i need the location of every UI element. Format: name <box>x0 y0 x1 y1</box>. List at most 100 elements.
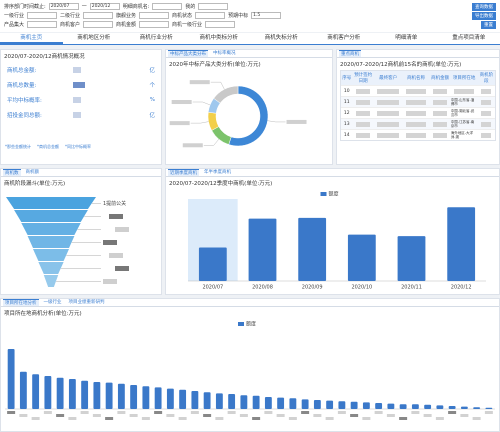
overview-unit: 亿 <box>149 67 155 74</box>
bar <box>44 376 52 409</box>
tab[interactable]: 商机中类标分析 <box>199 35 238 41</box>
blurred-label <box>239 414 248 417</box>
filter-input[interactable] <box>83 21 114 28</box>
tab[interactable]: 重点项目清单 <box>452 35 486 41</box>
filter-input[interactable] <box>195 12 226 19</box>
blurred-label <box>115 227 129 232</box>
filter-bar: 排序部门时间截止: 2020/07 一 2020/12 明细商机名: 我的 查询数据 一级行业… <box>0 0 500 32</box>
bar <box>362 402 370 409</box>
blurred-label <box>215 417 224 420</box>
bar <box>7 349 15 409</box>
blurred-text <box>406 99 427 105</box>
table-header-cell: 项目所在地 <box>452 76 476 81</box>
tab[interactable]: 商机地区分析 <box>77 35 111 41</box>
button[interactable]: 查询数据 <box>472 2 496 11</box>
blurred-label <box>288 417 297 420</box>
panel-tabs: 商机数 商机额 <box>1 169 161 177</box>
chart <box>169 80 307 148</box>
bar <box>350 401 358 409</box>
table-cell: 12 <box>343 110 350 116</box>
leader-line <box>203 138 220 146</box>
filter-input[interactable]: 2020/07 <box>48 3 79 10</box>
blurred-label <box>362 417 371 420</box>
bar <box>313 400 321 409</box>
filter-input[interactable]: 1.5 <box>251 12 282 19</box>
overview-unit: 亿 <box>149 112 155 119</box>
panel-tab[interactable]: 重点商机 <box>339 50 361 57</box>
chart-title: 商机阶段漏斗(单位:万元) <box>4 181 66 187</box>
tab[interactable]: 明细清单 <box>395 35 418 41</box>
bar <box>399 404 407 409</box>
overview-panel: 2020/07-2020/12商机情况概况 商机总金额: 亿商机总数量: 个平均中标… <box>0 49 162 165</box>
button[interactable]: 重置 <box>481 20 496 29</box>
overview-label: 招投金同总额: <box>7 112 42 119</box>
blurred-text <box>481 110 492 116</box>
bar <box>387 403 395 409</box>
filter-label: 旗舰业务 <box>116 13 137 19</box>
main-tabs: 商机主页 商机地区分析 商机行业分析 商机中类标分析 商机失标分析 商机客户分析 明细清单 重… <box>0 33 500 45</box>
table-cell: 中国-江苏省-南京市 <box>450 120 475 128</box>
panel-tab[interactable]: 项目所在地分析 <box>3 299 39 306</box>
table-cell <box>403 99 430 105</box>
filter-input[interactable] <box>205 21 236 28</box>
bar <box>485 407 493 409</box>
bar <box>301 399 309 409</box>
tab[interactable]: 商机客户分析 <box>327 35 361 41</box>
tab[interactable]: 商机失标分析 <box>264 35 298 41</box>
legend-label: 额度 <box>246 321 256 328</box>
funnel-layer <box>27 236 75 248</box>
tab[interactable]: 商机行业分析 <box>139 35 173 41</box>
filter-label: 预期中标 <box>228 13 249 19</box>
blurred-label <box>171 100 192 105</box>
table-cell <box>403 121 430 127</box>
panel-tab[interactable]: 商机数 <box>3 169 21 176</box>
filter-input[interactable]: 2020/12 <box>89 3 120 10</box>
bar <box>424 404 432 409</box>
table-row: 11 中国-山东省-淄博市 <box>341 96 495 107</box>
pie-slice <box>211 126 232 145</box>
filter-label: 产品集大 <box>4 22 25 28</box>
filter-input[interactable] <box>152 3 183 10</box>
panel-tab[interactable]: 年半季度商机 <box>204 170 231 175</box>
blurred-text <box>356 121 371 127</box>
panel-tab[interactable]: 中标产品大类分布 <box>168 50 208 57</box>
filter-label: 商机状态 <box>172 13 193 19</box>
bar <box>228 394 236 409</box>
button[interactable]: 导出数据 <box>472 11 496 20</box>
table-cell <box>353 121 374 127</box>
blurred-text <box>433 110 448 116</box>
chart: 1提前公关 <box>6 197 129 287</box>
table-row: 14 海外地区-大洋洲-澳 <box>341 129 495 140</box>
blurred-text <box>481 99 492 105</box>
panel-tab[interactable]: 一级行业 <box>43 300 62 305</box>
blurred-label <box>276 414 285 417</box>
blurred-label <box>56 414 65 417</box>
region-panel: 项目所在地分析 一级行业 项目业绩重新研判 项目所在地商机分析(单位:万元) 额度 <box>0 298 500 432</box>
filter-input[interactable] <box>139 21 170 28</box>
panel-tab[interactable]: 商机额 <box>25 170 40 175</box>
blurred-label <box>472 417 481 420</box>
bar <box>347 234 376 281</box>
filter-input[interactable] <box>27 12 58 19</box>
blurred-value <box>73 81 85 88</box>
tab[interactable]: 商机主页 <box>0 33 63 44</box>
bar <box>289 398 297 409</box>
blurred-label <box>286 119 307 124</box>
overview-label: 平均中标概率: <box>7 97 42 104</box>
panel-tabs: 重点商机 <box>337 50 499 58</box>
filter-input[interactable] <box>139 12 170 19</box>
bar <box>264 397 272 409</box>
overview-note: *商机总金额 <box>37 144 59 149</box>
panel-tab[interactable]: 项目业绩重新研判 <box>68 300 105 305</box>
table-row: 12 中国-湖北省-武汉市 <box>341 107 495 118</box>
filter-input[interactable] <box>198 3 229 10</box>
panel-tab[interactable]: 近期季度商机 <box>168 169 199 176</box>
filter-input[interactable] <box>83 12 114 19</box>
filter-input[interactable] <box>27 21 58 28</box>
bar <box>447 207 476 281</box>
table-title: 2020/07-2020/12商机前15名的商机(单位:万元) <box>340 62 462 68</box>
blurred-label <box>252 417 261 420</box>
blurred-text <box>481 88 492 94</box>
panel-tab[interactable]: 中标率概况 <box>213 51 236 56</box>
chart-title: 2020/07-2020/12季度中商机(单位:万元) <box>169 181 273 187</box>
